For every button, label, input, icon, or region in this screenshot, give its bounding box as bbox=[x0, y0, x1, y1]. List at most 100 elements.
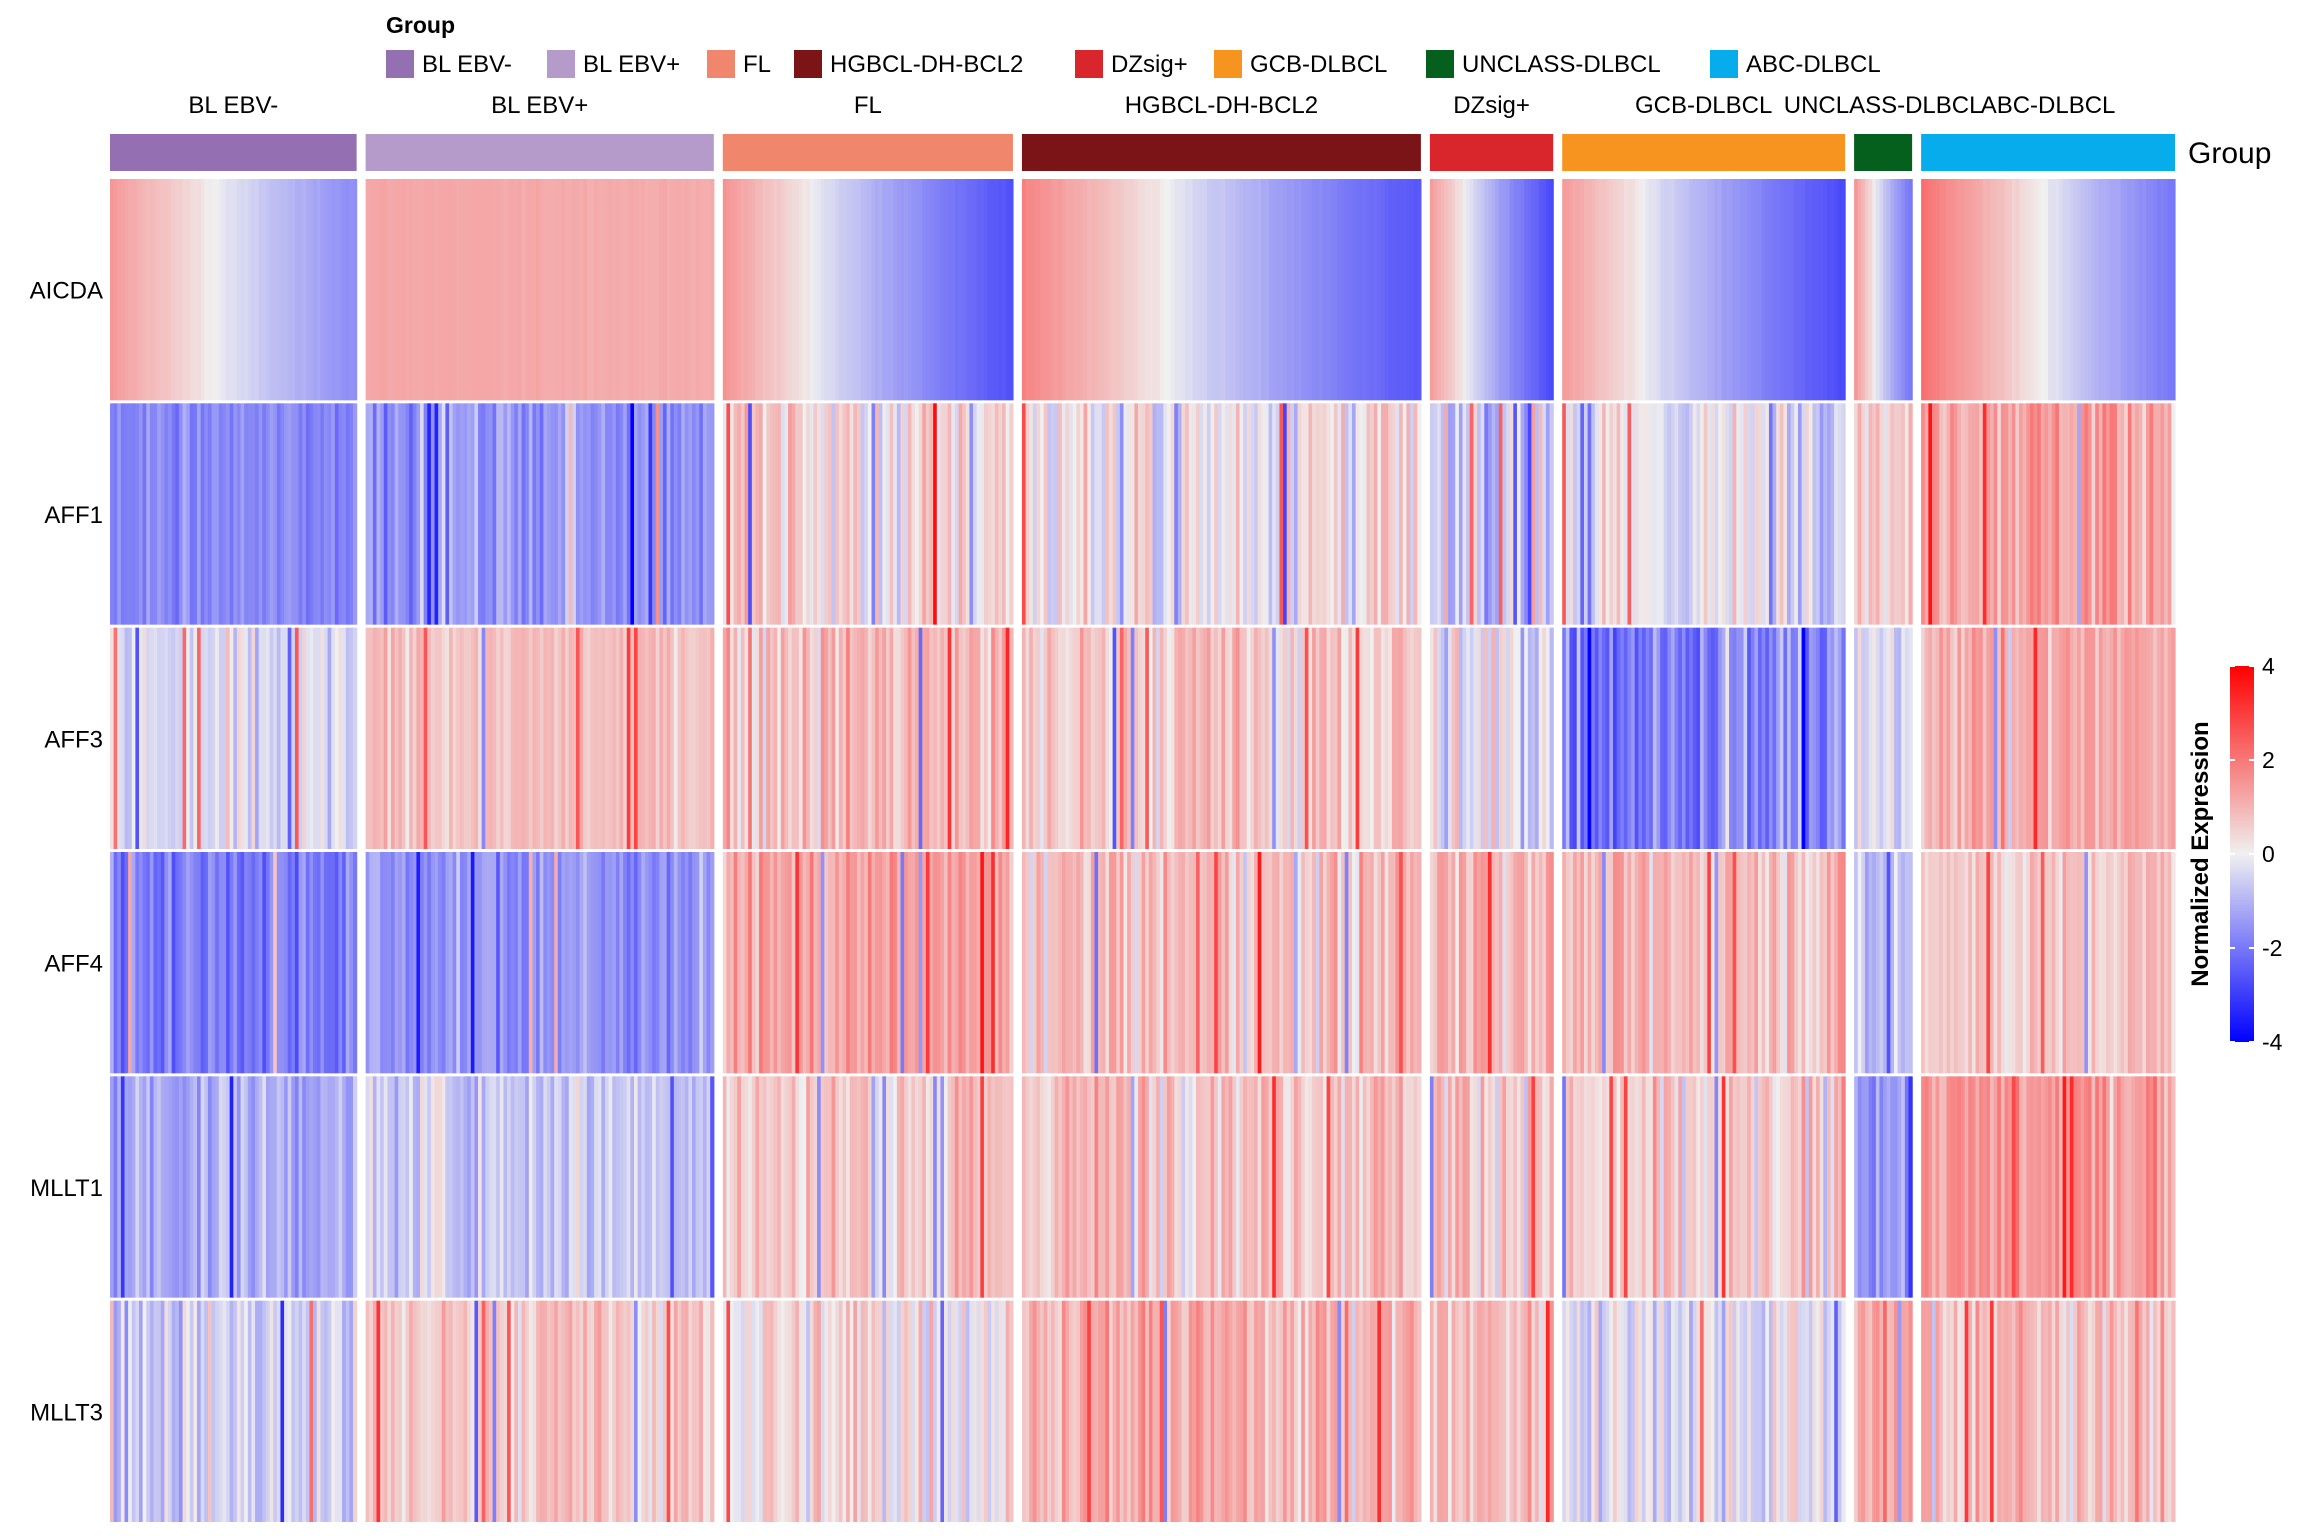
heatmap-cell bbox=[2055, 179, 2060, 401]
heatmap-cell bbox=[827, 179, 833, 401]
heatmap-cell bbox=[1506, 852, 1511, 1074]
heatmap-cell bbox=[655, 1076, 660, 1298]
heatmap-cell bbox=[269, 1300, 274, 1522]
heatmap-cell bbox=[401, 403, 407, 625]
heatmap-cell bbox=[641, 852, 646, 1074]
heatmap-cell bbox=[1174, 627, 1179, 849]
heatmap-cell bbox=[2109, 1076, 2114, 1298]
heatmap-cell bbox=[1893, 852, 1899, 1074]
heatmap-cell bbox=[117, 852, 122, 1074]
heatmap-cell bbox=[452, 403, 457, 625]
heatmap-cell bbox=[1502, 179, 1507, 401]
heatmap-cell bbox=[1257, 179, 1262, 401]
heatmap-cell bbox=[1261, 852, 1266, 1074]
heatmap-cell bbox=[1830, 1076, 1835, 1298]
heatmap-cell bbox=[1576, 179, 1581, 401]
heatmap-cell bbox=[1246, 179, 1252, 401]
heatmap-cell bbox=[1487, 1300, 1493, 1522]
heatmap-cell bbox=[1652, 627, 1658, 849]
heatmap-cell bbox=[557, 179, 563, 401]
heatmap-cell bbox=[911, 627, 916, 849]
heatmap-cell bbox=[659, 1076, 664, 1298]
heatmap-cell bbox=[659, 403, 664, 625]
heatmap-cell bbox=[1605, 403, 1610, 625]
heatmap-cell bbox=[1837, 852, 1843, 1074]
heatmap-cell bbox=[1509, 403, 1514, 625]
heatmap-cell bbox=[1199, 403, 1204, 625]
heatmap-cell bbox=[2077, 1076, 2082, 1298]
heatmap-cell bbox=[2044, 852, 2049, 1074]
heatmap-cell bbox=[1355, 179, 1360, 401]
heatmap-cell bbox=[1469, 1076, 1475, 1298]
heatmap-cell bbox=[769, 403, 775, 625]
heatmap-cell bbox=[338, 403, 343, 625]
heatmap-cell bbox=[1451, 627, 1456, 849]
heatmap-cell bbox=[204, 1076, 209, 1298]
heatmap-cell bbox=[1562, 627, 1567, 849]
heatmap-cell bbox=[1531, 627, 1536, 849]
heatmap-cell bbox=[695, 403, 700, 625]
heatmap-cell bbox=[1279, 1300, 1284, 1522]
column-group-label: FL bbox=[854, 92, 882, 119]
heatmap-cell bbox=[557, 627, 563, 849]
heatmap-cell bbox=[699, 179, 704, 401]
heatmap-cell bbox=[240, 403, 245, 625]
heatmap-cell bbox=[2084, 1076, 2089, 1298]
heatmap-cell bbox=[171, 627, 176, 849]
heatmap-cell bbox=[586, 852, 592, 1074]
heatmap-cell bbox=[1301, 627, 1306, 849]
heatmap-cell bbox=[124, 1076, 129, 1298]
heatmap-cell bbox=[1181, 179, 1186, 401]
heatmap-cell bbox=[528, 627, 534, 849]
heatmap-cell bbox=[1879, 403, 1884, 625]
heatmap-cell bbox=[1058, 852, 1063, 1074]
heatmap-cell bbox=[597, 1300, 602, 1522]
heatmap-cell bbox=[1721, 403, 1727, 625]
heatmap-cell bbox=[2015, 179, 2020, 401]
heatmap-cell bbox=[1812, 403, 1817, 625]
heatmap-cell bbox=[434, 1300, 439, 1522]
heatmap-cell bbox=[1141, 1300, 1146, 1522]
heatmap-cell bbox=[1649, 852, 1654, 1074]
heatmap-cell bbox=[131, 179, 136, 401]
heatmap-cell bbox=[896, 627, 902, 849]
heatmap-cell bbox=[405, 1076, 410, 1298]
heatmap-cell bbox=[309, 1300, 314, 1522]
heatmap-cell bbox=[740, 179, 746, 401]
heatmap-cell bbox=[2048, 627, 2053, 849]
heatmap-cell bbox=[1156, 1300, 1161, 1522]
heatmap-cell bbox=[864, 403, 869, 625]
heatmap-cell bbox=[2149, 403, 2154, 625]
heatmap-cell bbox=[809, 403, 815, 625]
heatmap-cell bbox=[601, 627, 606, 849]
heatmap-cell bbox=[1264, 179, 1270, 401]
heatmap-cell bbox=[1538, 1300, 1543, 1522]
heatmap-cell bbox=[420, 403, 425, 625]
heatmap-cell bbox=[287, 179, 292, 401]
heatmap-cell bbox=[1609, 179, 1614, 401]
legend-label: DZsig+ bbox=[1111, 51, 1188, 78]
heatmap-cell bbox=[568, 179, 573, 401]
heatmap-cell bbox=[2106, 403, 2111, 625]
heatmap-cell bbox=[2062, 179, 2067, 401]
heatmap-cell bbox=[1685, 1300, 1690, 1522]
heatmap-cell bbox=[867, 403, 873, 625]
heatmap-cell bbox=[608, 179, 613, 401]
heatmap-cell bbox=[280, 179, 285, 401]
heatmap-cell bbox=[349, 852, 354, 1074]
heatmap-cell bbox=[2106, 852, 2111, 1074]
heatmap-cell bbox=[733, 179, 738, 401]
heatmap-cell bbox=[1545, 403, 1551, 625]
heatmap-cell bbox=[1942, 852, 1948, 1074]
heatmap-cell bbox=[193, 179, 198, 401]
heatmap-cell bbox=[1221, 1300, 1226, 1522]
heatmap-cell bbox=[1886, 1076, 1891, 1298]
heatmap-cell bbox=[1620, 1300, 1625, 1522]
heatmap-cell bbox=[452, 627, 457, 849]
heatmap-cell bbox=[1743, 179, 1748, 401]
heatmap-cell bbox=[1736, 1076, 1741, 1298]
heatmap-cell bbox=[867, 627, 873, 849]
heatmap-cell bbox=[1790, 179, 1795, 401]
heatmap-cell bbox=[1417, 1300, 1422, 1522]
heatmap-cell bbox=[634, 179, 639, 401]
